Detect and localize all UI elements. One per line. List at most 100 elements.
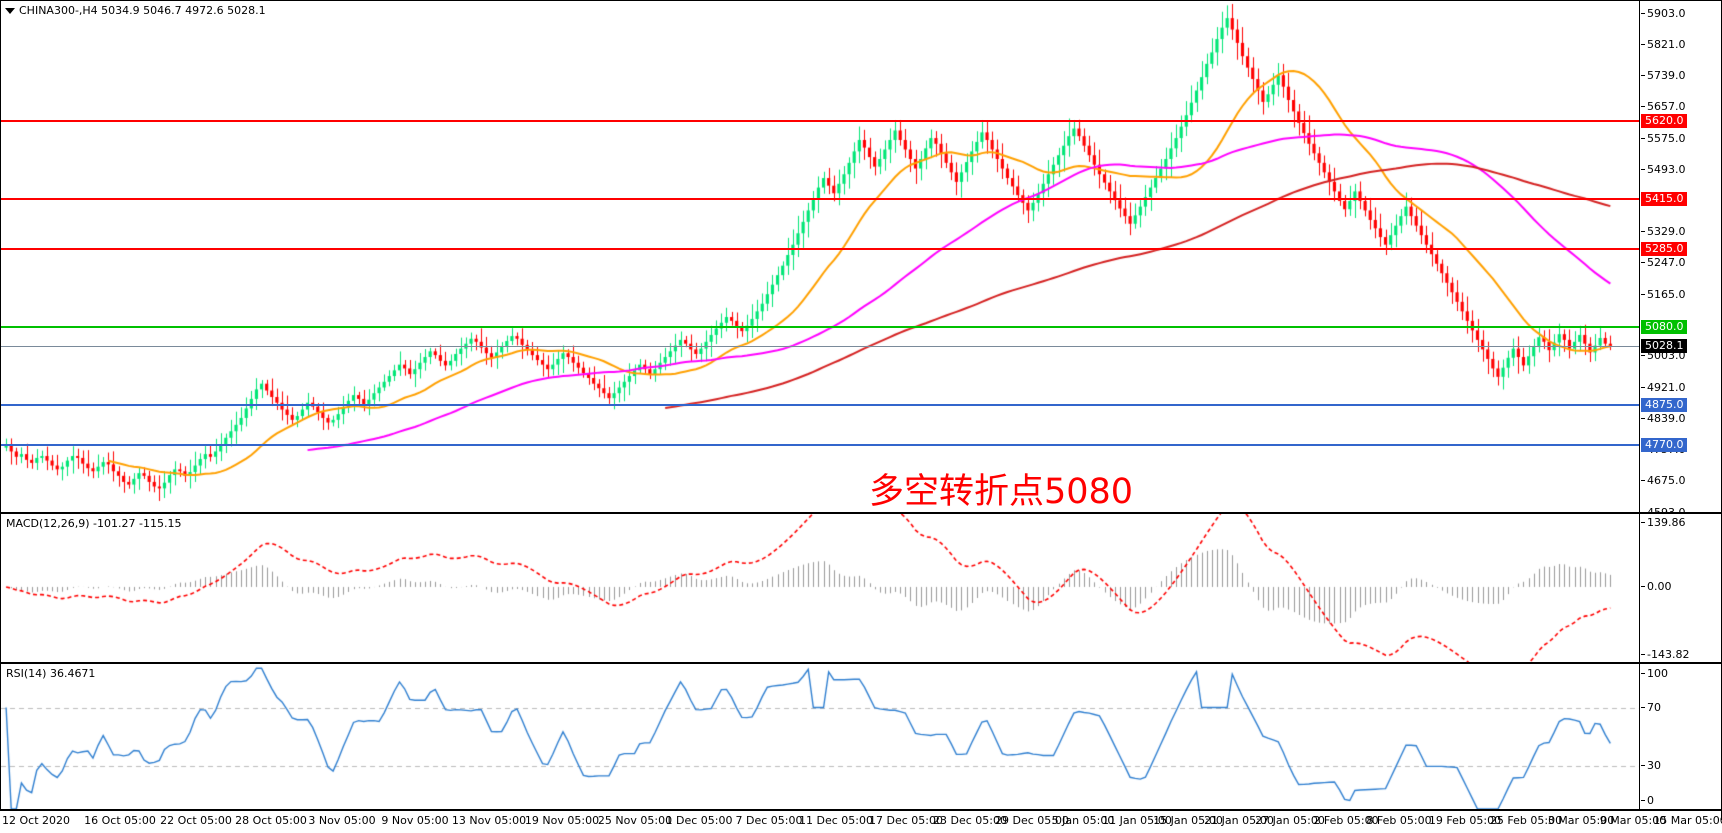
level-line-resistance-5285[interactable] xyxy=(1,247,1641,250)
tick-mark xyxy=(1641,168,1645,170)
tick-mark xyxy=(1641,231,1645,233)
time-axis-label: 9 Mar 05:00 xyxy=(1599,814,1667,827)
rsi-indicator-panel[interactable]: RSI(14) 36.4671 100 70 30 0 xyxy=(0,663,1722,810)
price-tick: 5821.0 xyxy=(1640,37,1722,51)
rsi-tick-label: 100 xyxy=(1647,666,1668,680)
macd-tick-label: 0.00 xyxy=(1647,580,1672,594)
tick-mark xyxy=(1641,293,1645,295)
tick-mark xyxy=(1641,653,1645,655)
level-line-support-4770[interactable] xyxy=(1,443,1641,446)
rsi-tick-label: 0 xyxy=(1647,793,1654,807)
tick-mark xyxy=(1641,480,1645,482)
tick-mark xyxy=(1641,355,1645,357)
time-axis[interactable]: 12 Oct 2020 16 Oct 05:00 22 Oct 05:00 28 Oc… xyxy=(0,810,1722,833)
tick-mark xyxy=(1641,799,1645,801)
tick-mark xyxy=(1641,672,1645,674)
tick-mark xyxy=(1641,707,1645,708)
tick-mark xyxy=(1641,43,1645,45)
price-tick-label: 5329.0 xyxy=(1647,225,1686,239)
rsi-label: RSI(14) 36.4671 xyxy=(6,667,96,680)
price-tick-label: 4839.0 xyxy=(1647,411,1686,425)
tick-mark xyxy=(1641,386,1645,388)
tick-mark xyxy=(1641,262,1645,264)
macd-tick-label: -143.82 xyxy=(1647,647,1690,661)
time-axis-label: 16 Oct 05:00 xyxy=(84,814,156,827)
macd-axis[interactable]: 139.86 0.00 -143.82 xyxy=(1639,514,1721,662)
price-tick: 5493.0 xyxy=(1640,162,1722,176)
time-axis-label: 17 Dec 05:00 xyxy=(869,814,943,827)
price-tick: 5903.0 xyxy=(1640,6,1722,20)
rsi-tick: 0 xyxy=(1640,793,1722,807)
level-line-resistance-5415[interactable] xyxy=(1,198,1641,200)
rsi-axis[interactable]: 100 70 30 0 xyxy=(1639,664,1721,809)
price-badge-resistance-5620[interactable]: 5620.0 xyxy=(1641,113,1687,128)
price-tick-label: 5739.0 xyxy=(1647,69,1686,83)
tick-mark xyxy=(1641,137,1645,139)
tick-mark xyxy=(1641,521,1645,523)
time-axis-label: 28 Oct 05:00 xyxy=(235,814,307,827)
rsi-tick: 70 xyxy=(1640,701,1722,714)
price-tick-label: 5575.0 xyxy=(1647,131,1686,145)
price-tick: 5575.0 xyxy=(1640,131,1722,145)
price-axis[interactable]: 5903.0 5821.0 5739.0 5657.0 5575.0 5493.0 5329… xyxy=(1639,1,1722,519)
price-tick-label: 5493.0 xyxy=(1647,162,1686,176)
price-tick-label: 5657.0 xyxy=(1647,100,1686,114)
time-axis-label: 15 Mar 05:00 xyxy=(1653,814,1722,827)
price-tick: 5657.0 xyxy=(1640,100,1722,114)
time-axis-label: 3 Nov 05:00 xyxy=(308,814,376,827)
time-axis-label: 12 Oct 2020 xyxy=(1,814,71,827)
price-tick-label: 5821.0 xyxy=(1647,37,1686,51)
tick-mark xyxy=(1641,417,1645,419)
price-tick-label: 5247.0 xyxy=(1647,256,1686,270)
time-axis-label: 22 Oct 05:00 xyxy=(160,814,232,827)
time-axis-label: 15 Jan 05:00 xyxy=(1153,814,1223,827)
level-line-resistance-5620[interactable] xyxy=(1,119,1641,122)
rsi-tick-label: 30 xyxy=(1647,759,1661,772)
price-tick: 4675.0 xyxy=(1640,474,1722,487)
rsi-tick: 30 xyxy=(1640,759,1722,772)
price-badge-support-4770[interactable]: 4770.0 xyxy=(1641,437,1687,452)
chevron-down-icon[interactable] xyxy=(5,8,15,14)
price-badge-last-price-5028[interactable]: 5028.1 xyxy=(1641,339,1687,354)
chart-annotation-text: 多空转折点5080 xyxy=(869,472,1134,512)
price-tick: 5165.0 xyxy=(1640,287,1722,301)
macd-tick: 139.86 xyxy=(1640,515,1722,529)
price-tick-label: 4921.0 xyxy=(1647,380,1686,394)
macd-tick-label: 139.86 xyxy=(1647,515,1686,529)
level-line-support-4875[interactable] xyxy=(1,403,1641,406)
time-axis-label: 9 Nov 05:00 xyxy=(381,814,449,827)
price-tick: 4921.0 xyxy=(1640,380,1722,394)
time-axis-label: 29 Dec 05:00 xyxy=(995,814,1069,827)
price-badge-pivot-5080[interactable]: 5080.0 xyxy=(1641,319,1687,334)
price-badge-resistance-5285[interactable]: 5285.0 xyxy=(1641,241,1687,256)
price-tick-label: 5165.0 xyxy=(1647,287,1686,301)
time-axis-label: 5 Jan 05:00 xyxy=(1051,814,1115,827)
macd-tick: 0.00 xyxy=(1640,580,1722,594)
symbol-header-label: CHINA300-,H4 5034.9 5046.7 4972.6 5028.1 xyxy=(19,4,266,17)
price-badge-resistance-5415[interactable]: 5415.0 xyxy=(1641,192,1687,206)
price-tick: 5739.0 xyxy=(1640,69,1722,83)
time-axis-label: 19 Nov 05:00 xyxy=(524,814,600,827)
time-axis-label: 25 Nov 05:00 xyxy=(597,814,673,827)
tick-mark xyxy=(1641,106,1645,108)
tick-mark xyxy=(1641,765,1645,766)
price-chart-panel[interactable]: CHINA300-,H4 5034.9 5046.7 4972.6 5028.1… xyxy=(0,0,1722,519)
price-plot-canvas[interactable] xyxy=(1,1,1641,512)
macd-label: MACD(12,26,9) -101.27 -115.15 xyxy=(6,517,182,530)
macd-indicator-panel[interactable]: MACD(12,26,9) -101.27 -115.15 139.86 0.00… xyxy=(0,513,1722,663)
tick-mark xyxy=(1641,75,1645,77)
time-axis-label: 19 Feb 05:00 xyxy=(1428,814,1502,827)
time-axis-label: 25 Feb 05:00 xyxy=(1489,814,1563,827)
price-tick: 5247.0 xyxy=(1640,256,1722,270)
rsi-plot-canvas[interactable] xyxy=(1,664,1641,809)
macd-plot-canvas[interactable] xyxy=(1,514,1641,662)
tick-mark xyxy=(1641,12,1645,14)
axis-rule xyxy=(0,810,1722,811)
price-tick: 5329.0 xyxy=(1640,225,1722,239)
price-badge-support-4875[interactable]: 4875.0 xyxy=(1641,397,1687,412)
time-axis-label: 23 Dec 05:00 xyxy=(933,814,1007,827)
level-line-pivot-5080[interactable] xyxy=(1,325,1641,328)
time-axis-label: 13 Nov 05:00 xyxy=(451,814,527,827)
time-axis-label: 2 Feb 05:00 xyxy=(1313,814,1379,827)
